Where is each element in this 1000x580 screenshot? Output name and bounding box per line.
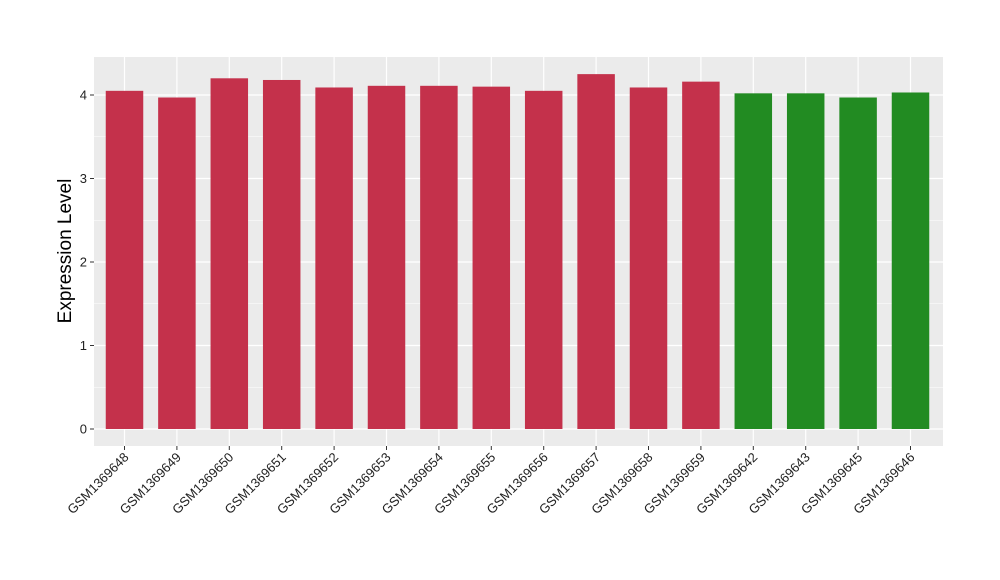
y-tick-label: 4 — [80, 88, 87, 103]
bar — [891, 92, 930, 430]
y-tick-label: 3 — [80, 171, 87, 186]
y-tick-label: 0 — [80, 422, 87, 437]
bar — [210, 78, 249, 430]
bar — [472, 86, 511, 430]
bar — [682, 81, 720, 429]
bar — [839, 97, 877, 429]
bar — [577, 74, 615, 429]
y-tick-label: 2 — [80, 255, 87, 270]
x-axis: GSM1369648GSM1369649GSM1369650GSM1369651… — [64, 446, 918, 517]
bar — [262, 79, 301, 429]
bar — [315, 87, 353, 430]
bar — [367, 85, 406, 429]
y-tick-label: 1 — [80, 338, 87, 353]
bar — [524, 90, 563, 429]
y-axis-title: Expression Level — [55, 179, 76, 324]
bar — [629, 87, 668, 430]
y-axis: 0 1 2 3 4 — [80, 88, 94, 437]
bar — [105, 90, 144, 429]
bar — [158, 97, 196, 429]
bars — [105, 74, 930, 430]
bar — [420, 85, 458, 429]
bar — [734, 93, 773, 429]
bar — [786, 93, 825, 429]
